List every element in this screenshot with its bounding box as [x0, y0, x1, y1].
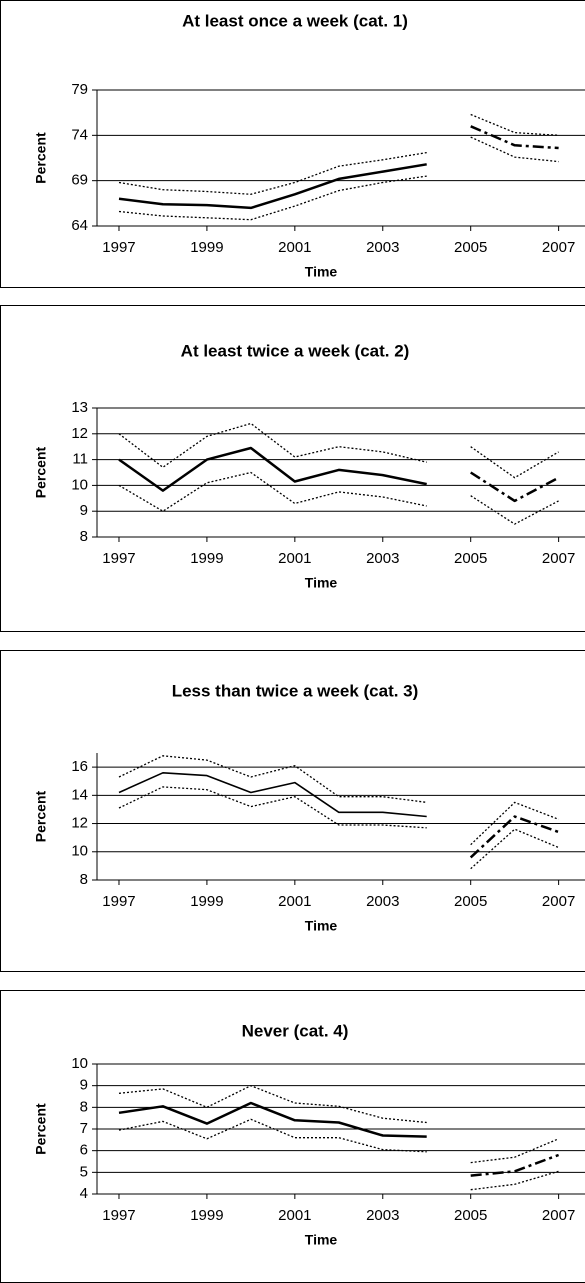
x-tick-label: 2003 — [366, 550, 399, 567]
y-axis-title: Percent — [33, 446, 49, 498]
x-tick-label: 2007 — [542, 239, 575, 256]
y-tick-label: 64 — [71, 217, 88, 234]
x-tick-label: 1999 — [190, 550, 223, 567]
y-tick-label: 11 — [72, 451, 88, 468]
axes: 4 5 6 7 8 9 10 1997 1999 2001 2003 2005 2007 — [71, 1055, 585, 1224]
series-line — [118, 1118, 427, 1153]
y-tick-label: 10 — [71, 476, 88, 493]
axes: 64 69 74 79 1997 1999 2001 2003 2005 2007 — [71, 81, 585, 256]
x-tick-label: 2005 — [454, 893, 487, 910]
series-line — [470, 446, 559, 479]
y-tick-label: 8 — [80, 1098, 88, 1115]
series-line — [470, 801, 559, 846]
y-tick-label: 74 — [71, 126, 88, 143]
series-line — [118, 151, 427, 195]
series-line — [470, 495, 559, 525]
x-tick-label: 2007 — [542, 1207, 575, 1224]
x-tick-label: 1999 — [190, 1207, 223, 1224]
x-tick-label: 1997 — [102, 239, 135, 256]
series-line — [470, 125, 559, 150]
series-line — [470, 1153, 560, 1177]
series-line — [118, 175, 427, 221]
chart-title: Less than twice a week (cat. 3) — [172, 681, 419, 700]
y-tick-label: 5 — [80, 1163, 88, 1180]
y-tick-label: 10 — [71, 843, 88, 860]
chart-panel: Never (cat. 4) 4 5 6 7 8 9 10 1997 1999 2001 2003 20… — [0, 990, 585, 1283]
y-tick-label: 12 — [71, 815, 88, 832]
x-tick-label: 1999 — [190, 239, 223, 256]
axes: 8 9 10 11 12 13 1997 1999 2001 2003 2005 2007 — [71, 399, 585, 567]
series-line — [470, 1138, 559, 1164]
y-axis-title: Percent — [33, 1103, 49, 1155]
series-line — [118, 163, 427, 210]
y-tick-label: 10 — [71, 1055, 88, 1072]
series-line — [470, 136, 559, 163]
x-tick-label: 2001 — [278, 239, 311, 256]
axes: 8 10 12 14 16 1997 1999 2001 2003 2005 2007 — [71, 753, 585, 910]
series-line — [118, 422, 427, 468]
series-line — [118, 755, 427, 804]
x-tick-label: 1997 — [102, 893, 135, 910]
x-tick-label: 2001 — [278, 893, 311, 910]
x-tick-label: 2005 — [454, 1207, 487, 1224]
y-tick-label: 16 — [71, 758, 88, 775]
series-line — [470, 471, 560, 503]
chart-panel: At least twice a week (cat. 2) 8 9 10 11 12 13… — [0, 305, 585, 632]
chart-title: At least once a week (cat. 1) — [182, 11, 408, 30]
series-line — [118, 446, 427, 492]
y-axis-title: Percent — [33, 790, 49, 842]
series-line — [470, 1170, 559, 1191]
x-axis-title: Time — [305, 918, 338, 934]
x-tick-label: 2003 — [366, 239, 399, 256]
x-tick-label: 2007 — [542, 893, 575, 910]
y-tick-label: 7 — [80, 1120, 88, 1137]
panel-border — [0, 305, 585, 632]
y-tick-label: 8 — [80, 528, 88, 545]
x-tick-label: 1997 — [102, 1207, 135, 1224]
panel-border — [0, 0, 585, 288]
x-tick-label: 2001 — [278, 1207, 311, 1224]
y-axis-title: Percent — [33, 132, 49, 184]
x-axis-title: Time — [305, 575, 338, 591]
series-line — [118, 471, 427, 512]
y-tick-label: 6 — [80, 1142, 88, 1159]
x-tick-label: 1997 — [102, 550, 135, 567]
x-tick-label: 2003 — [366, 1207, 399, 1224]
x-tick-label: 2005 — [454, 239, 487, 256]
x-tick-label: 2001 — [278, 550, 311, 567]
y-tick-label: 9 — [80, 1077, 88, 1094]
y-tick-label: 69 — [71, 172, 88, 189]
y-tick-label: 14 — [71, 786, 88, 803]
series-line — [118, 786, 427, 829]
chart-panel: Less than twice a week (cat. 3) 8 10 12 14 16… — [0, 650, 585, 972]
x-axis-title: Time — [305, 264, 338, 280]
series-line — [470, 828, 559, 870]
series-line — [118, 1085, 427, 1124]
y-tick-label: 12 — [71, 425, 88, 442]
series-line — [118, 1101, 427, 1138]
y-tick-label: 8 — [80, 871, 88, 888]
x-tick-label: 2005 — [454, 550, 487, 567]
x-axis-title: Time — [305, 1232, 338, 1248]
y-tick-label: 13 — [71, 399, 88, 416]
panel-border — [0, 650, 585, 972]
chart-title: At least twice a week (cat. 2) — [181, 341, 410, 360]
y-tick-label: 79 — [71, 81, 88, 98]
chart-title: Never (cat. 4) — [242, 1021, 349, 1040]
chart-panel: At least once a week (cat. 1) 64 69 74 79 199… — [0, 0, 585, 288]
y-tick-label: 9 — [80, 502, 88, 519]
series-line — [469, 815, 560, 859]
x-tick-label: 1999 — [190, 893, 223, 910]
y-tick-label: 4 — [80, 1185, 88, 1202]
series-line — [470, 113, 559, 136]
series-line — [118, 772, 427, 818]
x-tick-label: 2003 — [366, 893, 399, 910]
x-tick-label: 2007 — [542, 550, 575, 567]
